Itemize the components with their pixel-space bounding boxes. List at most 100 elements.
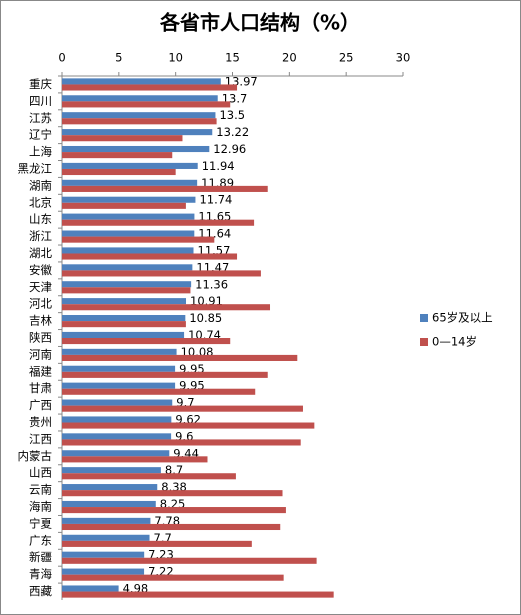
bar (62, 236, 215, 243)
data-label: 11.74 (199, 193, 232, 207)
legend-swatch (420, 338, 428, 346)
bar (62, 84, 238, 91)
y-tick-label: 甘肃 (29, 381, 52, 395)
x-tick-label: 10 (168, 51, 183, 65)
y-tick-label: 四川 (29, 94, 52, 108)
y-tick-label: 湖南 (29, 178, 52, 192)
bar (62, 219, 255, 226)
bar (62, 162, 198, 169)
x-tick-label: 0 (58, 51, 65, 65)
y-tick-label: 海南 (29, 500, 52, 514)
bar (62, 230, 195, 237)
y-tick-label: 广东 (29, 533, 52, 547)
legend-label: 65岁及以上 (432, 311, 493, 325)
y-tick-label: 福建 (29, 364, 52, 378)
y-tick-label: 河南 (29, 347, 52, 361)
bar (62, 281, 192, 288)
bar (62, 348, 177, 355)
bar (62, 591, 334, 598)
x-tick-label: 20 (282, 51, 297, 65)
y-tick-label: 天津 (29, 280, 52, 294)
y-tick-label: 浙江 (29, 229, 52, 243)
bar (62, 551, 145, 558)
bar (62, 112, 216, 119)
bar (62, 168, 176, 176)
bar (62, 321, 186, 328)
data-label: 10.85 (189, 311, 222, 325)
bar (62, 196, 196, 203)
y-tick-label: 辽宁 (29, 128, 52, 142)
bar (62, 354, 298, 361)
bar (62, 422, 315, 429)
y-tick-label: 云南 (29, 483, 52, 497)
bar (62, 439, 301, 446)
x-tick-label: 15 (225, 51, 240, 65)
bar (62, 490, 283, 497)
bar (62, 118, 217, 125)
chart-title: 各省市人口结构（%） (159, 11, 360, 35)
bar (62, 456, 208, 463)
data-label: 11.94 (202, 159, 235, 173)
bar (62, 371, 268, 378)
bar (62, 416, 172, 423)
bar (62, 253, 238, 260)
bar (62, 247, 194, 254)
bar (62, 270, 261, 277)
bar (62, 557, 317, 564)
y-tick-label: 山西 (29, 466, 52, 480)
x-tick-label: 25 (339, 51, 354, 65)
bar (62, 500, 156, 508)
bar (62, 145, 210, 153)
legend-label: 0—14岁 (432, 335, 477, 349)
bar (62, 185, 268, 192)
bar (62, 304, 271, 311)
bar (62, 95, 218, 102)
bar (62, 534, 150, 541)
bar (62, 517, 151, 524)
bar (62, 523, 281, 531)
y-tick-label: 江西 (29, 432, 52, 446)
bar (62, 287, 191, 294)
bar (62, 264, 193, 271)
y-tick-label: 内蒙古 (18, 449, 53, 463)
bar (62, 78, 221, 85)
bar (62, 365, 176, 372)
y-tick-label: 安徽 (29, 263, 52, 277)
legend-swatch (420, 314, 428, 322)
bar (62, 382, 176, 389)
bar (62, 540, 252, 547)
bar (62, 298, 187, 305)
x-tick-label: 30 (396, 51, 411, 65)
x-tick-label: 5 (115, 51, 122, 65)
bar (62, 585, 119, 592)
bar (62, 388, 256, 395)
y-tick-label: 上海 (29, 145, 52, 159)
y-tick-label: 黑龙江 (18, 161, 53, 175)
data-label: 13.22 (216, 125, 249, 139)
y-tick-label: 北京 (29, 195, 52, 209)
y-tick-label: 陕西 (29, 331, 52, 345)
bar (62, 338, 231, 345)
bar (62, 473, 236, 480)
bar (62, 399, 173, 406)
data-label: 11.36 (195, 277, 228, 291)
bar (62, 179, 198, 186)
bar (62, 202, 186, 209)
bar (62, 450, 170, 457)
y-tick-label: 西藏 (29, 584, 52, 598)
y-tick-label: 山东 (29, 212, 52, 226)
bar (62, 129, 213, 136)
y-tick-label: 广西 (29, 398, 52, 412)
bar (62, 433, 172, 440)
bar (62, 484, 158, 491)
y-tick-label: 湖北 (29, 246, 52, 260)
bar (62, 507, 286, 514)
y-tick-label: 贵州 (29, 415, 52, 429)
bar (62, 152, 173, 159)
y-tick-label: 宁夏 (29, 516, 52, 530)
bar (62, 331, 185, 338)
y-tick-label: 重庆 (29, 77, 52, 91)
bar (62, 135, 183, 142)
bar (62, 568, 145, 575)
